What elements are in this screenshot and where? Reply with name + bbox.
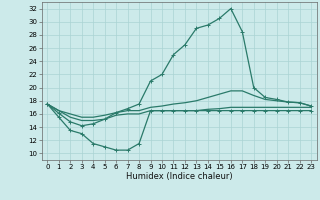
X-axis label: Humidex (Indice chaleur): Humidex (Indice chaleur) (126, 172, 233, 181)
